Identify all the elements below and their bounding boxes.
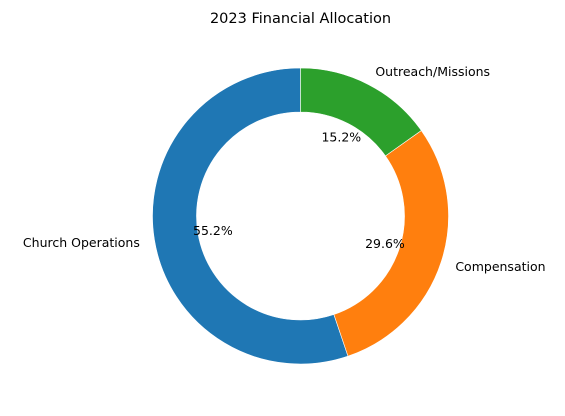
chart-title: 2023 Financial Allocation	[210, 11, 391, 27]
pct-label-outreach-missions: 15.2%	[321, 130, 361, 145]
pct-label-church-operations: 55.2%	[193, 223, 233, 238]
pct-label-compensation: 29.6%	[365, 236, 405, 251]
slice-church-operations	[152, 67, 349, 365]
slice-label-compensation: Compensation	[455, 259, 545, 274]
slice-label-outreach-missions: Outreach/Missions	[375, 64, 490, 79]
slice-outreach-missions	[300, 67, 422, 157]
slice-compensation	[333, 130, 449, 357]
slice-label-church-operations: Church Operations	[23, 235, 140, 250]
